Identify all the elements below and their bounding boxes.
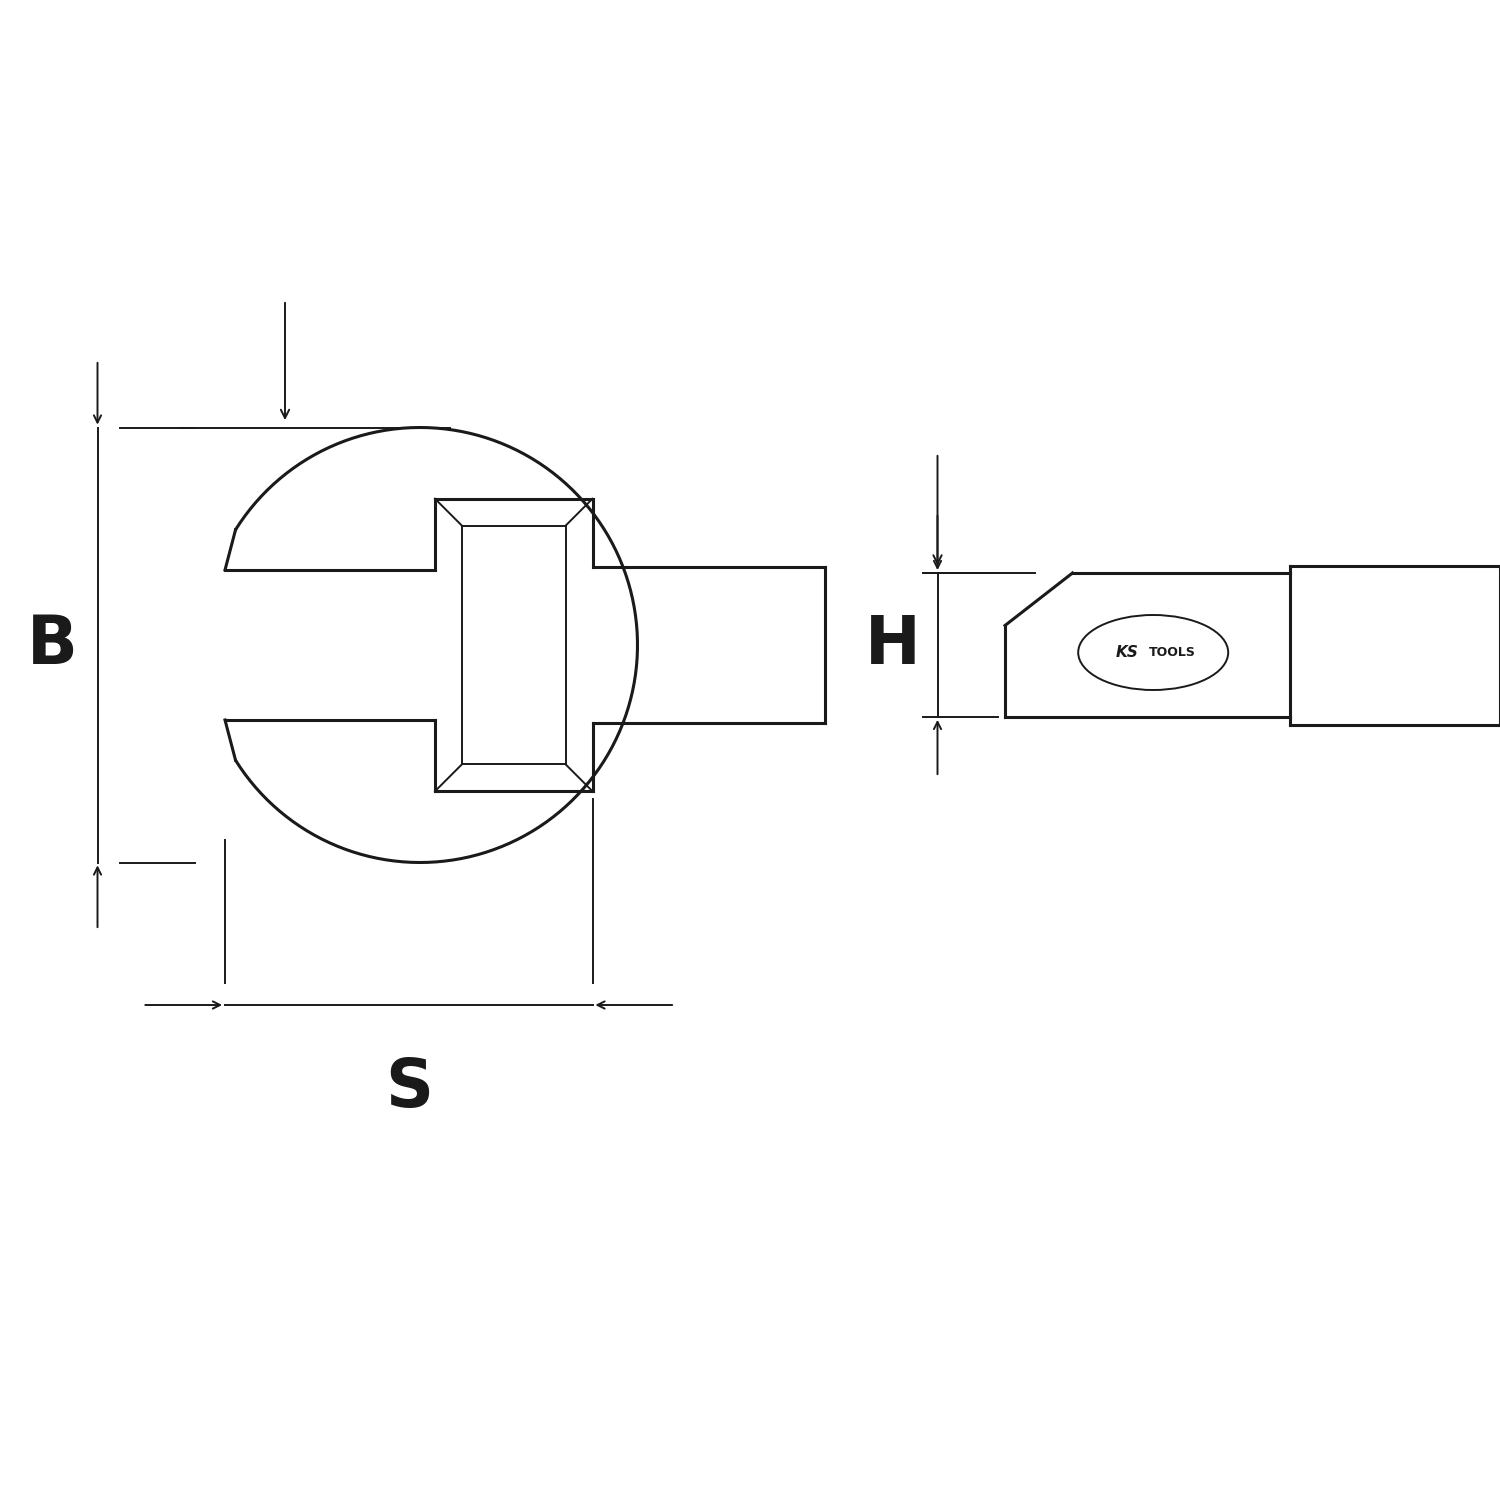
Text: S: S: [384, 1054, 432, 1120]
Text: B: B: [27, 612, 78, 678]
Text: TOOLS: TOOLS: [1149, 646, 1196, 658]
Text: H: H: [864, 612, 921, 678]
Text: KS: KS: [1116, 645, 1138, 660]
